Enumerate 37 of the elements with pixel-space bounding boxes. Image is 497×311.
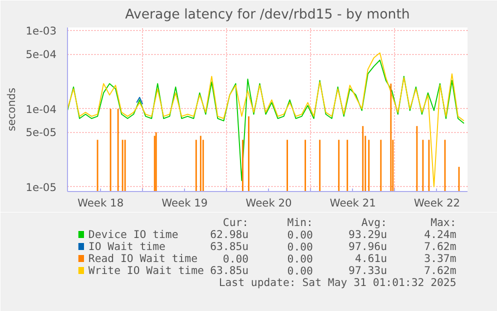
chart-title: Average latency for /dev/rbd15 - by month [125,8,410,22]
text: Max: [430,216,456,229]
text: 97.33u [348,264,388,277]
y-tick-label: 1e-03 [26,24,57,38]
y-tick-label: 1e-05 [26,180,57,194]
x-tick-label: Week 20 [246,196,292,210]
y-tick-label: 1e-04 [26,102,57,116]
legend-label: Write IO Wait time [88,264,204,277]
text: 7.62m [424,240,456,253]
text: Cur: [222,216,249,229]
text: 0.00 [287,228,313,242]
text: 7.62m [424,264,456,277]
x-tick-label: Week 22 [414,196,460,210]
text: 63.85u [210,264,249,277]
text: Min: [287,216,313,229]
legend-label: IO Wait time [88,240,166,253]
x-tick-label: Week 18 [77,196,124,210]
text: 3.37m [424,252,456,265]
text: 62.98u [210,228,249,241]
text: 93.29u [348,228,388,241]
text: 0.00 [287,252,313,266]
text: 0.00 [287,240,313,254]
x-tick-label: Week 19 [162,196,208,210]
text: 0.00 [222,252,249,266]
text: 63.85u [210,240,249,253]
legend-label: Device IO time [88,228,178,241]
text: Last update: Sat May 31 01:01:32 2025 [218,276,456,289]
text: 4.24m [424,228,456,241]
text: Avg: [361,216,388,229]
text: 0.00 [287,264,313,278]
text: 97.96u [348,240,388,253]
legend-label: Read IO Wait time [88,252,198,265]
y-tick-label: 5e-05 [26,126,57,140]
y-axis-title: seconds [4,87,18,132]
text: 4.61u [354,252,388,265]
x-tick-label: Week 21 [330,196,376,210]
y-tick-label: 5e-04 [26,48,57,62]
